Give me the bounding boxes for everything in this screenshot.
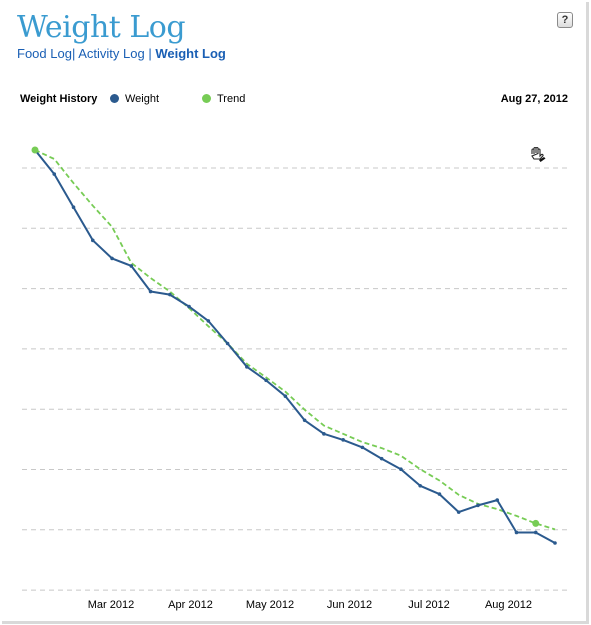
data-point-weight[interactable]	[148, 289, 153, 294]
x-tick-label: Mar 2012	[88, 599, 134, 611]
data-point-weight[interactable]	[264, 378, 268, 383]
series-line-trend	[34, 149, 556, 531]
legend-item-weight[interactable]: Weight	[110, 93, 159, 105]
data-point-weight[interactable]	[476, 503, 480, 508]
trend-highlight-point[interactable]	[532, 519, 540, 527]
data-point-weight[interactable]	[71, 205, 76, 210]
data-point-weight[interactable]	[379, 456, 384, 461]
data-point-weight[interactable]	[245, 365, 249, 369]
x-tick-label: Aug 2012	[485, 599, 532, 611]
data-point-weight[interactable]	[52, 172, 57, 176]
weight-dot-icon	[110, 94, 119, 103]
data-point-weight[interactable]	[225, 341, 230, 346]
data-point-weight[interactable]	[110, 256, 114, 261]
data-point-weight[interactable]	[553, 541, 557, 545]
legend-item-trend[interactable]: Trend	[202, 93, 245, 105]
chart-series	[31, 146, 557, 545]
data-point-weight[interactable]	[168, 292, 172, 297]
trend-dot-icon	[202, 94, 211, 103]
data-point-weight[interactable]	[206, 319, 211, 323]
current-date: Aug 27, 2012	[500, 93, 568, 105]
data-point-weight[interactable]	[90, 238, 95, 243]
data-point-weight[interactable]	[322, 432, 326, 436]
x-tick-label: Apr 2012	[168, 599, 213, 611]
x-tick-label: Jun 2012	[327, 599, 372, 611]
legend-title: Weight History	[20, 93, 98, 105]
data-point-weight[interactable]	[302, 418, 307, 423]
nav-weight-log[interactable]: Weight Log	[155, 46, 226, 61]
trend-highlight-point[interactable]	[31, 146, 39, 154]
data-point-weight[interactable]	[129, 264, 134, 268]
hand-icon[interactable]	[527, 145, 547, 165]
chart-legend: Weight History Weight Trend Aug 27, 2012	[20, 93, 568, 107]
data-point-weight[interactable]	[283, 394, 288, 398]
chart-grid	[22, 167, 567, 591]
nav-food-log[interactable]: Food Log	[17, 46, 72, 61]
log-navigation: Food Log| Activity Log | Weight Log	[17, 46, 226, 61]
data-point-weight[interactable]	[341, 438, 345, 442]
x-tick-label: Jul 2012	[408, 599, 450, 611]
series-line-weight	[34, 149, 556, 544]
legend-label-trend: Trend	[217, 93, 246, 105]
x-tick-label: May 2012	[246, 599, 294, 611]
data-point-weight[interactable]	[514, 530, 519, 535]
x-axis: Mar 2012 Apr 2012 May 2012 Jun 2012 Jul 2012…	[88, 599, 532, 611]
data-point-weight[interactable]	[456, 510, 461, 514]
legend-label-weight: Weight	[125, 93, 160, 105]
data-point-weight[interactable]	[437, 492, 442, 496]
data-point-weight[interactable]	[187, 304, 191, 309]
data-point-weight[interactable]	[533, 530, 538, 535]
page-title: Weight Log	[17, 10, 186, 45]
nav-activity-log[interactable]: Activity Log	[78, 46, 145, 61]
data-point-weight[interactable]	[418, 483, 422, 488]
data-point-weight[interactable]	[360, 445, 365, 450]
data-point-weight[interactable]	[495, 498, 500, 502]
help-button[interactable]: ?	[557, 12, 573, 28]
data-point-weight[interactable]	[399, 467, 403, 472]
